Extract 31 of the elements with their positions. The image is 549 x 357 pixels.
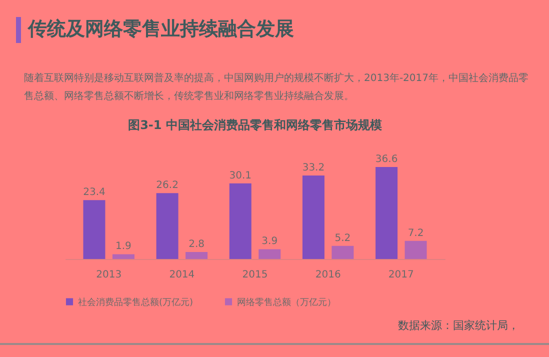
bar bbox=[186, 252, 208, 259]
x-tick-label: 2016 bbox=[315, 270, 341, 280]
bar bbox=[83, 200, 106, 259]
text: 随着互联网特别是移动互联网普及率的提高，中国网购用户的规模不断扩大，2013年-2017年，中国社会消费品零售总额、网络零售总额不断增长，传统零售业和网络零售业持续融合发展。 bbox=[24, 72, 529, 104]
bar bbox=[302, 176, 324, 259]
legend-label: 社会消费品零售总额(万亿元) bbox=[78, 296, 194, 308]
data-label: 26.2 bbox=[156, 180, 178, 192]
bar bbox=[376, 167, 398, 259]
source-note: 数据来源：国家统计局， bbox=[398, 318, 519, 333]
x-tick-label: 2014 bbox=[169, 270, 195, 280]
legend-label: 网络零售总额（万亿元） bbox=[237, 296, 336, 308]
bar bbox=[112, 254, 134, 259]
data-label: 36.6 bbox=[375, 154, 398, 165]
data-label: 7.2 bbox=[408, 228, 424, 239]
data-label: 2.8 bbox=[188, 238, 204, 250]
data-label: 30.1 bbox=[229, 170, 252, 182]
chart-title: 传统及网络零售业持续融合发展 bbox=[28, 17, 294, 42]
x-tick-label: 2013 bbox=[96, 270, 122, 280]
data-label: 33.2 bbox=[302, 162, 325, 174]
data-label: 23.4 bbox=[83, 187, 106, 198]
x-tick-label: 2015 bbox=[242, 270, 268, 280]
data-label: 3.9 bbox=[262, 236, 278, 248]
chart-subtitle: 图3-1 中国社会消费品零售和网络零售市场规模 bbox=[128, 118, 382, 132]
data-label: 1.9 bbox=[116, 241, 132, 252]
x-tick-label: 2017 bbox=[388, 270, 414, 280]
bar bbox=[229, 183, 252, 259]
bar bbox=[156, 193, 178, 259]
bar bbox=[258, 249, 281, 259]
data-label: 5.2 bbox=[334, 232, 351, 244]
bar bbox=[332, 246, 354, 259]
bar bbox=[404, 240, 427, 259]
